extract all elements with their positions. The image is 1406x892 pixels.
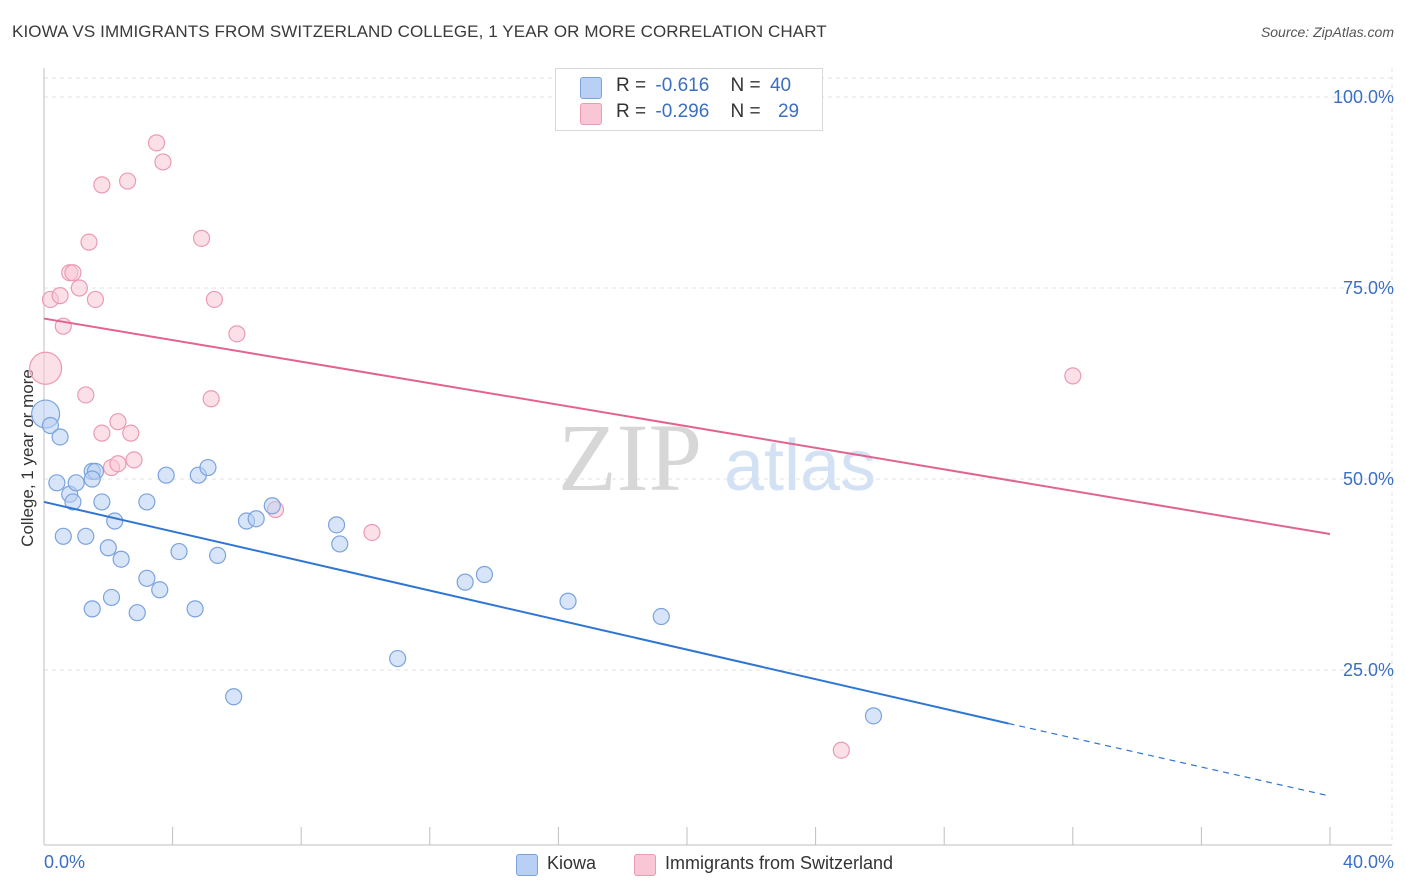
swiss-n-value: 29 bbox=[777, 101, 800, 122]
swiss-point-0 bbox=[29, 351, 63, 385]
watermark-zip: ZIP bbox=[558, 404, 702, 511]
swiss-point-8 bbox=[86, 290, 105, 309]
kiowa-r-value: -0.616 bbox=[655, 75, 710, 96]
kiowa-point-14 bbox=[99, 539, 117, 557]
kiowa-point-5 bbox=[64, 493, 82, 511]
trend-lines bbox=[43, 317, 1331, 797]
kiowa-point-31 bbox=[327, 516, 346, 534]
chart-title: KIOWA VS IMMIGRANTS FROM SWITZERLAND COL… bbox=[12, 22, 827, 41]
swiss-point-15 bbox=[228, 325, 246, 343]
bottom-swiss-label: Immigrants from Switzerland bbox=[665, 853, 894, 873]
kiowa-n-label: N = bbox=[730, 75, 761, 96]
watermark-atlas: atlas bbox=[724, 426, 876, 506]
kiowa-point-37 bbox=[389, 649, 407, 668]
kiowa-point-34 bbox=[475, 565, 494, 584]
kiowa-point-39 bbox=[864, 707, 883, 725]
kiowa-point-12 bbox=[54, 527, 72, 545]
swiss-point-19 bbox=[122, 424, 140, 442]
swiss-point-6 bbox=[70, 279, 88, 297]
swiss-point-9 bbox=[93, 176, 111, 194]
swiss-point-23 bbox=[202, 390, 220, 408]
axes bbox=[43, 68, 1392, 846]
swiss-n-label: N = bbox=[730, 101, 761, 122]
swiss-point-2 bbox=[51, 287, 69, 305]
kiowa-point-27 bbox=[83, 600, 101, 618]
y-tick-label-75: 75.0% bbox=[1342, 278, 1394, 298]
kiowa-point-29 bbox=[128, 604, 146, 622]
kiowa-point-16 bbox=[138, 493, 156, 511]
kiowa-point-35 bbox=[559, 592, 577, 610]
kiowa-point-22 bbox=[263, 497, 281, 515]
kiowa-point-32 bbox=[331, 535, 349, 553]
y-tick-label-50: 50.0% bbox=[1342, 469, 1394, 489]
swiss-point-12 bbox=[154, 153, 172, 171]
kiowa-swatch bbox=[580, 77, 602, 99]
swiss-point-11 bbox=[147, 134, 166, 152]
kiowa-point-36 bbox=[652, 607, 670, 626]
kiowa-point-1 bbox=[41, 416, 60, 435]
stats-legend: R = -0.616 N = 40 R = -0.296 N = 29 bbox=[555, 68, 823, 131]
bottom-kiowa-label: Kiowa bbox=[547, 853, 597, 873]
swiss-point-25 bbox=[363, 523, 381, 542]
swiss-point-21 bbox=[109, 455, 127, 473]
y-tick-label-100: 100.0% bbox=[1332, 87, 1394, 107]
kiowa-point-13 bbox=[77, 527, 95, 545]
swiss-point-18 bbox=[93, 424, 111, 442]
swiss-trend-line bbox=[43, 317, 1331, 535]
kiowa-point-10 bbox=[93, 493, 111, 511]
source-credit: Source: ZipAtlas.com bbox=[1260, 24, 1394, 40]
kiowa-point-21 bbox=[247, 510, 265, 528]
kiowa-point-24 bbox=[209, 546, 227, 565]
swiss-r-value: -0.296 bbox=[655, 101, 710, 122]
bottom-kiowa-swatch bbox=[516, 854, 538, 876]
swiss-point-14 bbox=[205, 290, 223, 309]
kiowa-trend-line bbox=[43, 500, 1009, 725]
kiowa-point-33 bbox=[456, 573, 474, 591]
x-tick-label-max: 40.0% bbox=[1342, 852, 1394, 872]
swiss-point-22 bbox=[125, 451, 143, 469]
kiowa-trend-extension bbox=[1008, 722, 1331, 797]
swiss-point-5 bbox=[64, 264, 82, 282]
swiss-point-10 bbox=[118, 172, 137, 190]
kiowa-point-25 bbox=[138, 569, 156, 587]
kiowa-point-15 bbox=[112, 550, 130, 568]
kiowa-point-17 bbox=[157, 466, 175, 484]
gridlines bbox=[44, 68, 1393, 845]
swiss-point-27 bbox=[832, 741, 850, 759]
kiowa-point-11 bbox=[106, 512, 124, 530]
swiss-swatch bbox=[580, 103, 602, 125]
kiowa-point-38 bbox=[225, 688, 243, 706]
kiowa-point-30 bbox=[186, 600, 204, 618]
kiowa-n-value: 40 bbox=[769, 75, 792, 96]
y-tick-label-25: 25.0% bbox=[1342, 660, 1394, 680]
swiss-point-17 bbox=[109, 413, 127, 431]
series-swiss-points bbox=[29, 134, 1082, 759]
kiowa-r-label: R = bbox=[616, 75, 647, 96]
swiss-r-label: R = bbox=[616, 101, 647, 122]
kiowa-point-6 bbox=[67, 474, 85, 492]
kiowa-point-28 bbox=[102, 588, 121, 607]
swiss-point-13 bbox=[192, 229, 211, 247]
kiowa-point-26 bbox=[151, 581, 169, 599]
x-tick-label-min: 0.0% bbox=[44, 852, 86, 872]
kiowa-point-19 bbox=[199, 458, 217, 477]
bottom-swiss-swatch bbox=[634, 854, 656, 876]
kiowa-point-2 bbox=[51, 428, 69, 446]
swiss-point-7 bbox=[80, 233, 98, 251]
kiowa-point-3 bbox=[48, 474, 66, 492]
swiss-point-16 bbox=[77, 386, 95, 404]
kiowa-point-9 bbox=[83, 470, 101, 488]
kiowa-point-23 bbox=[170, 542, 188, 561]
swiss-point-26 bbox=[1064, 367, 1082, 385]
series-kiowa-points bbox=[31, 399, 883, 725]
